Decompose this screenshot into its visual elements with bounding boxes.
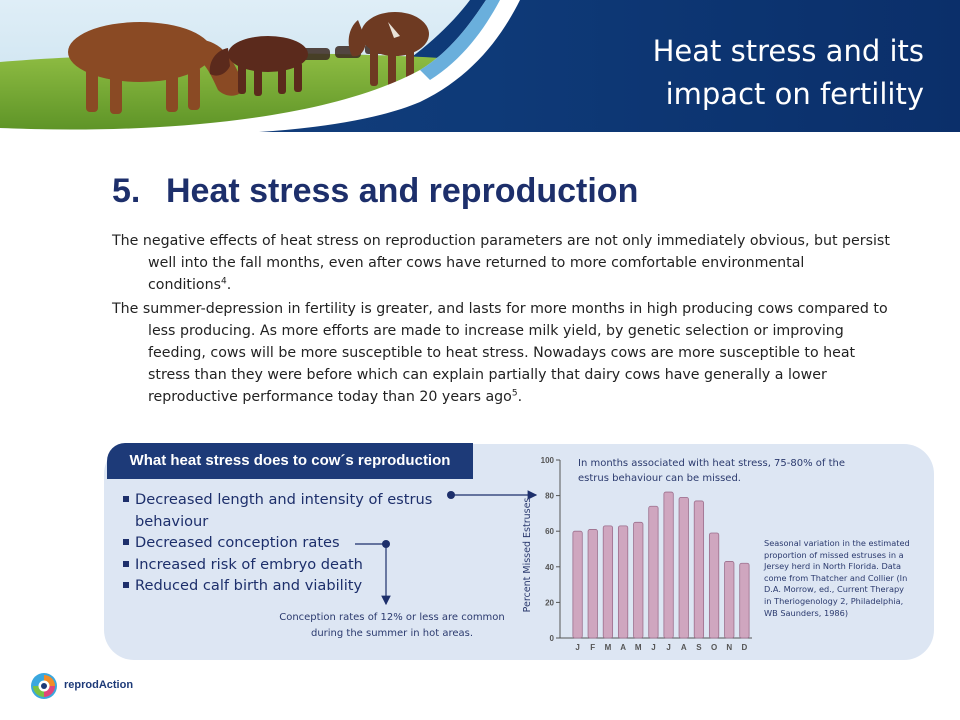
paragraph-2: The summer-depression in fertility is gr… bbox=[112, 298, 892, 408]
conception-note: Conception rates of 12% or less are comm… bbox=[279, 612, 505, 639]
bar bbox=[633, 521, 644, 639]
y-tick-label: 100 bbox=[541, 456, 555, 465]
bar bbox=[587, 529, 598, 639]
x-tick-label: S bbox=[696, 643, 702, 652]
panel-tab-title: What heat stress does to cow´s reproduct… bbox=[107, 443, 473, 479]
bar bbox=[724, 561, 735, 639]
section-number: 5. bbox=[112, 172, 141, 210]
paragraph-2-text: The summer-depression in fertility is gr… bbox=[112, 301, 888, 405]
effect-item: Decreased length and intensity of estrus… bbox=[122, 489, 462, 532]
reprodaction-logo: reprodAction bbox=[30, 672, 150, 700]
paragraph-1-text: The negative effects of heat stress on r… bbox=[112, 233, 890, 293]
logo-swirl-icon bbox=[31, 673, 57, 699]
bar bbox=[663, 491, 674, 639]
bar bbox=[739, 562, 750, 639]
x-tick-label: J bbox=[666, 643, 670, 652]
x-tick-label: O bbox=[711, 643, 717, 652]
x-tick-label: M bbox=[605, 643, 612, 652]
paragraph-1: The negative effects of heat stress on r… bbox=[112, 230, 892, 296]
pasture-cows-image bbox=[0, 0, 520, 132]
effect-item: Decreased conception rates bbox=[122, 532, 462, 554]
x-tick-label: F bbox=[590, 643, 595, 652]
bar bbox=[617, 525, 629, 639]
paragraph-2-end: . bbox=[517, 389, 523, 405]
x-tick-label: J bbox=[651, 643, 655, 652]
y-tick-label: 60 bbox=[545, 527, 554, 536]
bar bbox=[693, 500, 705, 639]
info-panel bbox=[104, 444, 934, 660]
reference-5: 5 bbox=[511, 388, 518, 399]
x-tick-label: D bbox=[742, 643, 748, 652]
effect-item: Reduced calf birth and viability bbox=[122, 575, 462, 597]
body-text: The negative effects of heat stress on r… bbox=[112, 230, 892, 410]
x-tick-label: A bbox=[620, 643, 626, 652]
y-tick-label: 20 bbox=[545, 598, 554, 607]
paragraph-1-end: . bbox=[226, 277, 232, 293]
y-tick-label: 0 bbox=[550, 634, 555, 643]
section-heading: 5. Heat stress and reproduction bbox=[112, 172, 872, 211]
header-title: Heat stress and its impact on fertility bbox=[652, 34, 924, 111]
section-title: Heat stress and reproduction bbox=[166, 172, 639, 210]
bar bbox=[602, 525, 614, 639]
effect-item: Increased risk of embryo death bbox=[122, 554, 462, 576]
x-tick-label: A bbox=[681, 643, 687, 652]
logo-text: reprodAction bbox=[64, 679, 134, 691]
bar bbox=[678, 496, 689, 639]
reference-4: 4 bbox=[221, 276, 227, 287]
bar bbox=[648, 505, 659, 639]
y-tick-label: 80 bbox=[545, 492, 554, 501]
x-tick-label: M bbox=[635, 643, 642, 652]
bar bbox=[708, 532, 720, 639]
chart-annotation: In months associated with heat stress, 7… bbox=[578, 458, 846, 484]
effects-list: Decreased length and intensity of estrus… bbox=[122, 489, 462, 597]
bar bbox=[572, 530, 583, 639]
x-tick-label: N bbox=[726, 643, 732, 652]
y-axis-label: Percent Missed Estruses bbox=[522, 498, 533, 613]
chart-caption: Seasonal variation in the estimated prop… bbox=[764, 538, 910, 618]
header-banner: Heat stress and its impact on fertility bbox=[0, 0, 960, 132]
y-tick-label: 40 bbox=[545, 563, 554, 572]
x-tick-label: J bbox=[575, 643, 579, 652]
